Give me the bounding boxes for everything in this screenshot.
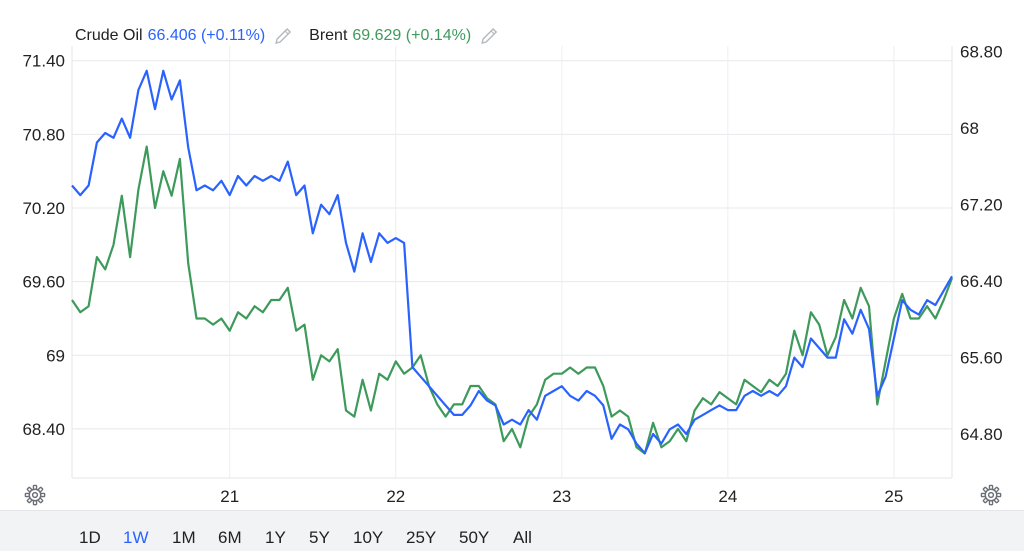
right-tick-label: 68: [960, 119, 979, 138]
range-button-50y[interactable]: 50Y: [459, 528, 490, 547]
right-tick-label: 65.60: [960, 349, 1003, 368]
right-tick-label: 64.80: [960, 425, 1003, 444]
left-tick-label: 70.80: [22, 125, 65, 144]
range-button-1w[interactable]: 1W: [123, 528, 149, 547]
range-button-25y[interactable]: 25Y: [406, 528, 437, 547]
left-tick-label: 70.20: [22, 199, 65, 218]
right-gear-icon[interactable]: [980, 484, 1002, 506]
left-tick-label: 68.40: [22, 420, 65, 439]
pencil-icon[interactable]: [481, 28, 498, 44]
series-line-crude-oil: [71, 69, 953, 455]
pencil-icon[interactable]: [275, 28, 292, 44]
series-line-brent: [71, 145, 954, 455]
legend-crude-oil-value: 66.406 (+0.11%): [148, 27, 266, 44]
x-tick-label: 24: [718, 487, 737, 506]
x-tick-label: 22: [386, 487, 405, 506]
x-tick-label: 25: [884, 487, 903, 506]
left-gear-icon[interactable]: [24, 484, 46, 506]
chart-area: 71.40 70.80 70.20 69.60 69 68.40 68.80 68 67.20 6…: [22, 27, 1003, 506]
range-button-all[interactable]: All: [513, 528, 532, 547]
x-tick-label: 23: [552, 487, 571, 506]
range-button-10y[interactable]: 10Y: [353, 528, 384, 547]
left-tick-label: 71.40: [22, 52, 65, 71]
legend-crude-oil-name: Crude Oil: [75, 27, 143, 44]
right-tick-label: 66.40: [960, 272, 1003, 291]
range-button-1d[interactable]: 1D: [79, 528, 101, 547]
range-button-5y[interactable]: 5Y: [309, 528, 330, 547]
legend-brent-value: 69.629 (+0.14%): [352, 27, 471, 44]
range-button-1m[interactable]: 1M: [172, 528, 196, 547]
right-tick-label: 67.20: [960, 196, 1003, 215]
right-tick-label: 68.80: [960, 43, 1003, 62]
range-button-6m[interactable]: 6M: [218, 528, 242, 547]
time-range-bar: 1D 1W 1M 6M 1Y 5Y 10Y 25Y 50Y All: [0, 510, 1024, 551]
range-button-1y[interactable]: 1Y: [265, 528, 286, 547]
left-tick-label: 69.60: [22, 273, 65, 292]
legend-brent-name: Brent: [309, 27, 348, 44]
x-tick-label: 21: [220, 487, 239, 506]
left-tick-label: 69: [46, 346, 65, 365]
